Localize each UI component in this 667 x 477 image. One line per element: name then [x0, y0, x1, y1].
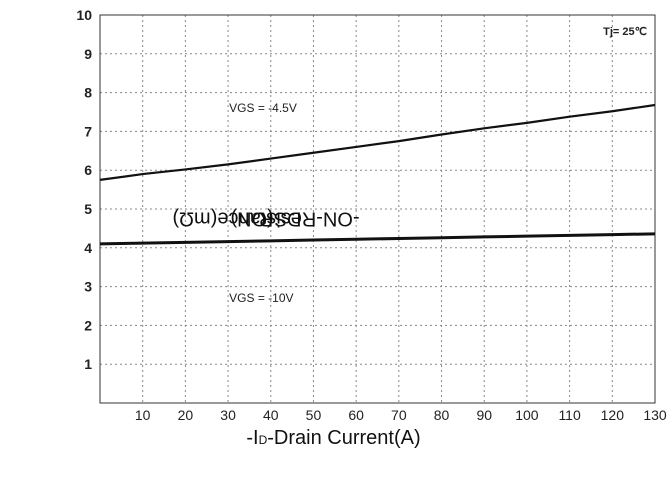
plot-frame [99, 14, 656, 404]
y-tick-label: 6 [84, 162, 92, 178]
series-label: VGS = -4.5V [229, 101, 297, 115]
series-label: VGS = -10V [229, 291, 293, 305]
y-tick-label: 4 [84, 240, 92, 256]
x-tick-label: 30 [220, 407, 236, 423]
x-tick-label: 90 [476, 407, 492, 423]
y-axis-label: R DS(ON) -ON-Resistance(mΩ) [8, 0, 359, 477]
series-lines [99, 103, 656, 246]
y-tick-labels: 1 2 3 4 5 6 7 8 9 10 [76, 7, 92, 372]
temperature-annotation: Tj= 25℃ [603, 26, 647, 38]
x-tick-label: 70 [391, 407, 407, 423]
x-label-suffix: -Drain Current(A) [267, 427, 421, 449]
x-axis-label: -ID-Drain Current(A) [0, 427, 667, 450]
x-tick-label: 100 [515, 407, 539, 423]
y-tick-label: 3 [84, 279, 92, 295]
y-tick-label: 9 [84, 46, 92, 62]
x-tick-label: 60 [348, 407, 364, 423]
series-line [99, 232, 656, 246]
x-tick-label: 110 [558, 407, 581, 423]
y-tick-label: 1 [84, 356, 92, 372]
x-tick-label: 20 [178, 407, 194, 423]
x-tick-label: 120 [601, 407, 625, 423]
x-label-sub: D [258, 433, 268, 447]
x-label-prefix: -I [246, 427, 259, 449]
y-tick-label: 10 [76, 7, 92, 23]
series-line [99, 103, 656, 181]
x-tick-label: 10 [135, 407, 151, 423]
x-tick-labels: 10 20 30 40 50 60 70 80 90 100 110 120 130 [135, 407, 667, 423]
x-tick-label: 40 [263, 407, 279, 423]
y-label-suffix: -ON-Resistance(mΩ) [172, 207, 360, 230]
x-tick-label: 50 [306, 407, 322, 423]
y-tick-label: 5 [84, 201, 92, 217]
x-tick-label: 130 [643, 407, 667, 423]
x-tick-label: 80 [434, 407, 450, 423]
series-labels: VGS = -4.5V VGS = -10V [229, 101, 297, 305]
y-tick-label: 2 [84, 317, 92, 333]
y-tick-label: 8 [84, 85, 92, 101]
y-tick-label: 7 [84, 123, 92, 139]
